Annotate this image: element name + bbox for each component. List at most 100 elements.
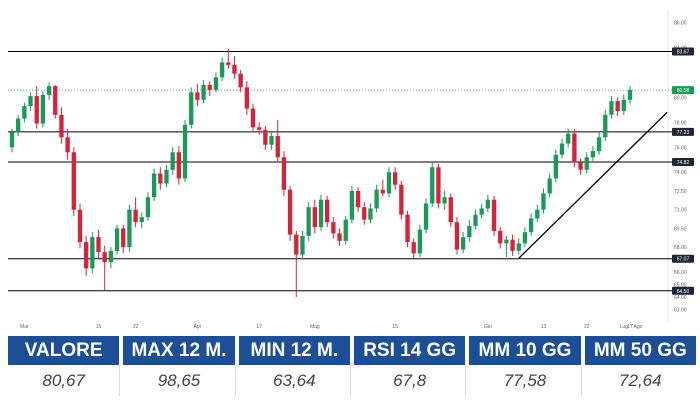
candle-down	[454, 222, 460, 250]
y-tick-label: 72.50	[674, 189, 687, 195]
candle-up	[374, 189, 379, 209]
candle-down	[281, 157, 287, 190]
candle-down	[399, 184, 404, 215]
level-tag	[672, 254, 694, 263]
value-mm-10gg: 77,58	[469, 365, 582, 396]
level-label: 64.50	[677, 289, 690, 295]
candle-down	[498, 230, 503, 244]
candle-down	[491, 199, 497, 231]
candle-up	[386, 172, 392, 194]
header-max-12m: MAX 12 M.	[123, 336, 235, 365]
candle-up	[516, 243, 521, 251]
value-rsi-14gg: 67,8	[354, 365, 467, 396]
candle-up	[22, 106, 27, 119]
x-tick-label: Mar	[20, 324, 29, 330]
candle-up	[90, 237, 95, 269]
x-tick-label: 15	[392, 324, 398, 330]
candle-down	[448, 197, 453, 223]
header-mm-10gg: MM 10 GG	[469, 336, 581, 365]
candle-up	[442, 197, 447, 204]
candle-up	[460, 237, 466, 250]
candle-down	[436, 167, 441, 204]
candle-up	[213, 77, 219, 90]
candle-up	[182, 124, 188, 179]
x-tick-label: Ago	[634, 324, 643, 330]
candle-down	[176, 152, 182, 179]
candle-down	[325, 199, 330, 223]
candle-up	[145, 197, 151, 218]
candle-up	[28, 96, 33, 107]
level-label: 83.67	[677, 50, 690, 56]
candle-up	[590, 151, 596, 158]
candle-up	[108, 250, 114, 263]
candle-up	[40, 94, 46, 124]
level-tag	[672, 158, 694, 167]
y-tick-label: 64.00	[674, 295, 687, 301]
candle-up	[306, 207, 311, 236]
candle-up	[621, 99, 626, 112]
candle-up	[627, 89, 633, 100]
candle-down	[195, 92, 200, 100]
stats-value-row: 80,67 98,65 63,64 67,8 77,58 72,64	[8, 365, 696, 396]
candle-up	[485, 199, 491, 209]
candle-up	[368, 208, 373, 220]
candle-down	[34, 96, 39, 124]
candle-up	[528, 218, 534, 233]
candle-up	[114, 228, 120, 251]
y-tick-label: 78.00	[674, 120, 687, 126]
candle-up	[417, 229, 423, 254]
x-tick-label: Apr	[194, 324, 202, 330]
y-tick-label: 69.50	[674, 226, 687, 232]
x-tick-label: 22	[584, 324, 590, 330]
candle-down	[71, 152, 76, 210]
candle-down	[53, 86, 58, 115]
candle-up	[473, 214, 478, 226]
x-tick-label: Lug	[620, 324, 629, 330]
candle-up	[318, 199, 324, 228]
last-price-label: 80.58	[677, 88, 690, 94]
y-tick-label: 63.00	[674, 308, 687, 314]
candle-down	[244, 87, 250, 109]
level-tag	[672, 47, 694, 56]
candle-up	[139, 217, 144, 223]
candle-down	[102, 252, 107, 263]
candle-down	[65, 137, 70, 153]
candle-down	[572, 133, 577, 163]
candle-up	[201, 84, 206, 100]
candle-up	[269, 136, 274, 145]
y-tick-label: 68.00	[674, 245, 687, 251]
y-tick-label: 65.00	[674, 283, 687, 289]
level-tag	[672, 286, 694, 295]
x-tick-label: 13	[541, 324, 547, 330]
candle-down	[312, 207, 317, 228]
stats-header-row: VALORE MAX 12 M. MIN 12 M. RSI 14 GG MM …	[8, 336, 696, 365]
candle-up	[522, 232, 528, 244]
level-tag	[672, 127, 694, 136]
y-tick-label: 74.00	[674, 170, 687, 176]
candle-up	[189, 92, 194, 125]
candle-up	[343, 219, 348, 241]
value-valore: 80,67	[8, 365, 121, 396]
candle-up	[300, 235, 305, 255]
candle-down	[331, 222, 336, 234]
candle-down	[133, 209, 138, 223]
value-min-12m: 63,64	[239, 365, 351, 396]
candle-down	[411, 242, 416, 254]
y-tick-label: 71.00	[674, 208, 687, 214]
x-tick-label: 17	[256, 324, 262, 330]
value-mm-50gg: 72,64	[619, 370, 662, 390]
candle-up	[9, 132, 15, 148]
candle-down	[250, 108, 256, 128]
last-price-tag	[672, 86, 694, 95]
candle-down	[77, 209, 83, 243]
candle-up	[127, 209, 132, 248]
price-chart-panel: 86.0084.0080.0078.0076.0074.0072.5071.00…	[8, 10, 694, 330]
candle-up	[535, 209, 540, 219]
x-tick-label: Mag	[310, 324, 320, 330]
candle-down	[257, 127, 262, 130]
candle-up	[16, 118, 21, 133]
candle-up	[559, 143, 565, 155]
header-min-12m: MIN 12 M.	[238, 336, 350, 365]
candle-down	[232, 64, 237, 74]
candle-down	[405, 214, 410, 243]
